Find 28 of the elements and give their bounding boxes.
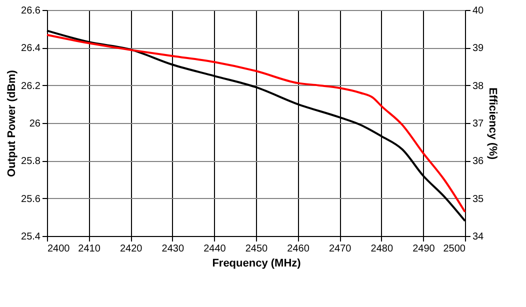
y2-tick-label: 40 <box>472 6 484 16</box>
y2-tick-label: 34 <box>472 232 484 242</box>
x-tick-label: 2450 <box>245 244 268 254</box>
y2-tick-label: 36 <box>472 156 484 168</box>
y-tick-label: 26.4 <box>21 43 41 54</box>
x-tick-label: 2410 <box>78 244 101 254</box>
y2-tick-label: 38 <box>472 80 484 92</box>
x-tick-label: 2420 <box>120 244 143 254</box>
y-axis-title: Output Power (dBm) <box>6 70 18 177</box>
x-tick-label: 2400 <box>48 244 70 254</box>
y2-tick-label: 39 <box>472 43 484 54</box>
x-tick-label: 2460 <box>287 244 310 254</box>
x-tick-label: 2490 <box>412 244 436 254</box>
x-tick-label: 2440 <box>204 244 226 254</box>
y-tick-label: 26.2 <box>21 80 41 92</box>
y-tick-label: 26 <box>29 118 41 130</box>
y-tick-label: 26.6 <box>21 6 41 16</box>
y2-axis-title: Efficiency (%) <box>486 87 499 160</box>
x-axis-title: Frequency (MHz) <box>212 258 302 270</box>
y2-tick-label: 35 <box>472 194 484 205</box>
x-tick-label: 2500 <box>443 244 466 254</box>
x-tick-label: 2470 <box>328 244 352 254</box>
y-tick-label: 25.6 <box>21 194 41 205</box>
x-tick-label: 2430 <box>162 244 184 254</box>
x-tick-label: 2480 <box>370 244 394 254</box>
y2-tick-label: 37 <box>472 118 484 130</box>
y-tick-label: 25.8 <box>21 156 41 168</box>
y-tick-label: 25.4 <box>21 232 41 242</box>
